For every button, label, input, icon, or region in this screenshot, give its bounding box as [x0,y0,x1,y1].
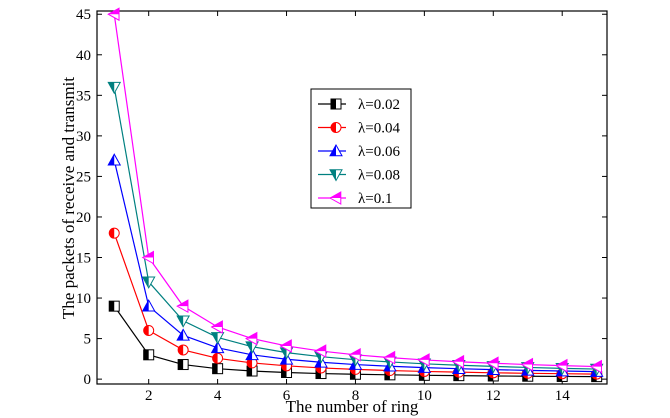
data-point [382,350,396,365]
series-layer [107,7,604,383]
data-point [141,250,154,265]
y-tick-label: 5 [84,332,92,348]
data-point [143,324,155,336]
data-point [141,299,156,312]
data-point [107,153,122,166]
data-point [279,339,292,353]
y-axis-label: The packets of receive and transmit [59,77,78,319]
legend-marker [329,143,343,157]
data-point [348,347,361,362]
legend-label: λ=0.04 [358,121,400,137]
legend-item: λ=0.04 [318,121,400,137]
data-point [520,357,534,372]
data-point [177,359,189,371]
legend-marker [328,191,342,205]
legend-label: λ=0.02 [358,97,400,113]
data-point [417,353,430,367]
data-point [176,315,190,328]
y-tick-label: 30 [76,129,91,145]
y-tick-label: 10 [76,291,91,307]
data-point [143,349,155,361]
data-point [108,300,120,312]
data-point [141,276,156,289]
data-point [177,344,189,356]
legend-label: λ=0.1 [358,191,392,207]
y-tick-label: 45 [76,7,91,23]
x-tick-label: 8 [352,388,360,404]
x-tick-label: 6 [283,388,291,404]
data-point [210,332,225,345]
series-4 [107,7,602,374]
data-point [486,356,499,371]
x-tick-label: 10 [417,388,432,404]
y-tick-label: 25 [76,169,91,185]
legend-item: λ=0.1 [318,191,392,207]
x-tick-label: 12 [486,388,501,404]
x-tick-label: 14 [555,388,571,404]
legend: λ=0.02 λ=0.04 λ=0.06 λ=0.08 λ=0.1 [310,88,412,209]
x-axis-label: The number of ring [286,397,419,416]
y-tick-label: 40 [76,48,91,64]
data-point [176,328,190,341]
data-point [176,299,189,314]
data-point [108,227,120,239]
legend-marker [330,98,342,110]
legend-label: λ=0.06 [358,144,400,160]
data-point [210,340,225,354]
data-point [212,363,224,375]
data-point [245,347,259,361]
x-tick-label: 4 [214,388,222,404]
data-point [107,7,120,22]
data-point [212,352,224,364]
data-point [451,354,465,369]
data-point [245,331,258,346]
legend-marker [329,169,343,182]
y-tick-label: 35 [76,88,91,104]
data-point [210,320,223,334]
data-point [313,344,327,358]
legend-item: λ=0.08 [318,168,400,184]
y-tick-label: 15 [76,251,91,267]
data-point [107,81,122,95]
legend-box [310,88,412,209]
y-tick-label: 0 [84,372,92,388]
legend-item: λ=0.06 [318,143,400,160]
axis-ticks: 2 4 6 8 10 12 14 0 5 10 15 20 25 30 35 40 45 [76,7,607,404]
legend-marker [330,122,342,133]
y-tick-label: 20 [76,210,91,226]
x-tick-label: 2 [145,388,153,404]
legend-item: λ=0.02 [318,97,400,113]
data-point [555,358,568,373]
legend-label: λ=0.08 [358,168,400,184]
data-point [589,359,602,374]
